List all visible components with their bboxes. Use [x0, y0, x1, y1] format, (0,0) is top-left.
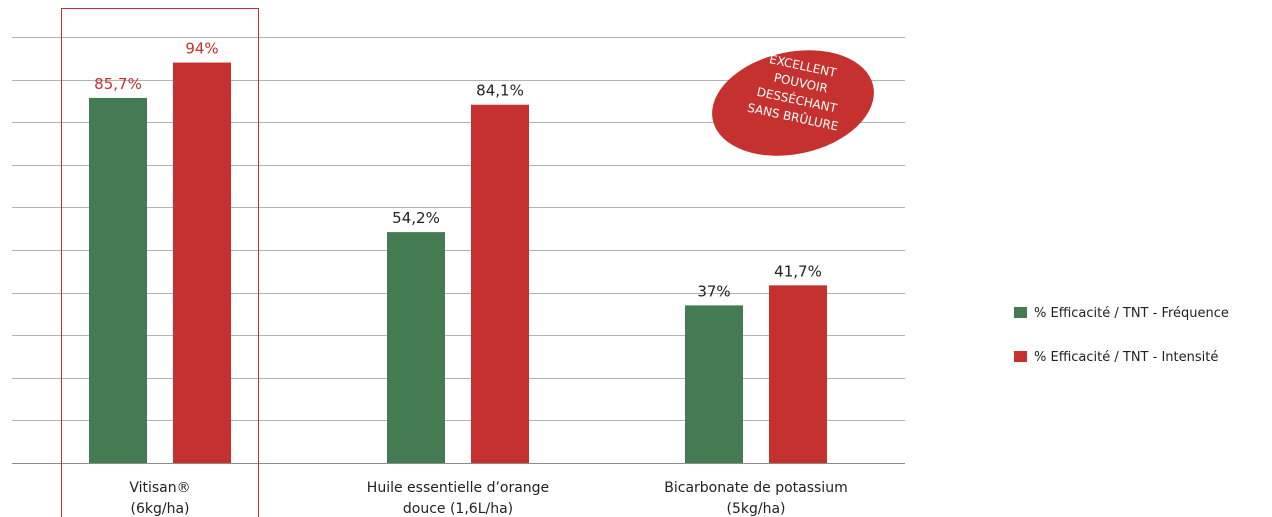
legend-label: % Efficacité / TNT - Fréquence: [1034, 306, 1229, 321]
category-label: Bicarbonate de potassium: [664, 480, 847, 496]
category-labels: Vitisan® (6kg/ha) Huile essentielle d’oran…: [129, 480, 847, 517]
bar: [387, 232, 445, 463]
data-label: 94%: [185, 40, 218, 58]
category-label: Huile essentielle d’orange: [367, 480, 549, 496]
bar: [89, 97, 147, 463]
category-label: Vitisan®: [129, 480, 190, 496]
bars: [89, 62, 827, 464]
badge-ellipse: [712, 50, 874, 156]
legend-label: % Efficacité / TNT - Intensité: [1034, 350, 1218, 365]
legend: % Efficacité / TNT - Fréquence % Efficaci…: [1014, 306, 1229, 365]
data-label: 85,7%: [94, 75, 142, 93]
bar: [173, 62, 231, 464]
data-label: 54,2%: [392, 209, 440, 227]
data-labels: 85,7% 94% 54,2% 84,1% 37% 41,7%: [94, 40, 822, 301]
data-label: 41,7%: [774, 262, 822, 280]
category-label: (5kg/ha): [727, 501, 786, 517]
bar: [685, 305, 743, 463]
data-label: 84,1%: [476, 82, 524, 100]
category-label: douce (1,6L/ha): [403, 501, 513, 517]
bar: [769, 285, 827, 463]
data-label: 37%: [697, 282, 730, 300]
legend-swatch: [1014, 351, 1027, 362]
highlight-box: [61, 8, 259, 517]
bar: [471, 104, 529, 463]
legend-swatch: [1014, 307, 1027, 318]
category-label: (6kg/ha): [131, 501, 190, 517]
